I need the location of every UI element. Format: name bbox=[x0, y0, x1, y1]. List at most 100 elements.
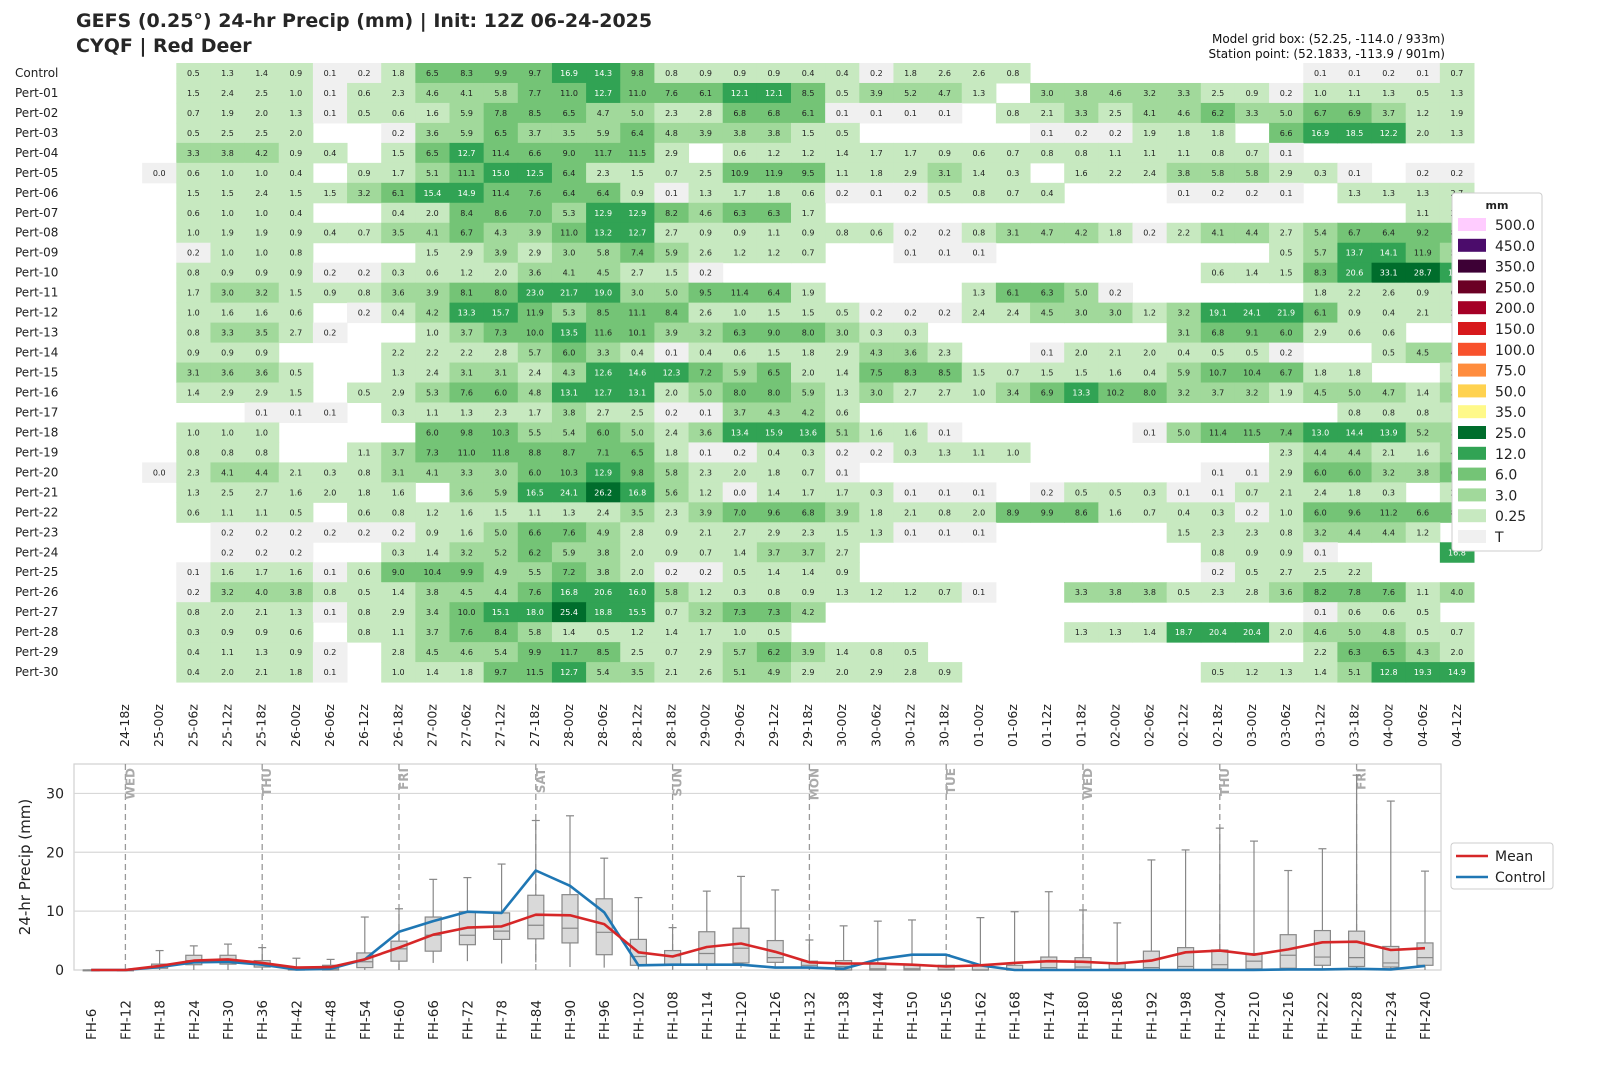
heat-cell bbox=[381, 342, 416, 364]
heat-cell bbox=[893, 662, 929, 683]
heat-cell-value: 6.4 bbox=[563, 169, 576, 178]
heat-cell bbox=[449, 422, 485, 443]
heat-cell bbox=[1405, 522, 1441, 543]
heat-cell bbox=[586, 522, 621, 543]
heat-cell bbox=[449, 342, 485, 364]
heat-cell-value: 3.8 bbox=[1075, 89, 1088, 98]
heat-cell bbox=[1439, 82, 1475, 104]
heat-cell bbox=[415, 382, 450, 403]
heat-cell bbox=[620, 342, 655, 364]
heat-cell bbox=[859, 63, 894, 84]
heat-cell bbox=[312, 142, 348, 164]
heat-cell-value: 5.8 bbox=[665, 468, 678, 477]
time-label: 26-18z bbox=[390, 704, 405, 747]
heat-cell bbox=[756, 162, 792, 184]
heat-cell-value: 3.6 bbox=[392, 289, 405, 298]
heat-cell bbox=[688, 442, 724, 463]
heat-cell bbox=[893, 302, 929, 324]
heat-cell bbox=[688, 482, 724, 503]
heat-cell bbox=[825, 642, 860, 663]
heat-cell bbox=[1098, 122, 1133, 144]
heat-cell-value: 0.9 bbox=[802, 588, 815, 597]
heat-cell bbox=[722, 402, 758, 423]
heat-cell-value: 1.6 bbox=[392, 488, 405, 497]
day-marker-label: WED bbox=[1081, 768, 1095, 799]
heat-cell bbox=[449, 602, 485, 623]
heat-cell-value: 10.3 bbox=[492, 428, 510, 437]
heat-cell bbox=[244, 322, 280, 344]
heat-cell-value: 0.2 bbox=[324, 648, 337, 657]
heat-cell bbox=[654, 142, 690, 164]
heat-cell bbox=[722, 602, 758, 623]
heat-cell-value: 2.5 bbox=[1314, 568, 1327, 577]
heat-cell bbox=[586, 262, 621, 284]
heat-cell-value: 3.9 bbox=[836, 508, 849, 517]
heat-cell bbox=[278, 462, 314, 483]
heat-cell bbox=[688, 262, 724, 284]
heat-cell-value: 16.9 bbox=[1311, 129, 1329, 138]
heat-cell bbox=[1166, 142, 1202, 164]
heat-cell-value: 0.5 bbox=[358, 389, 371, 398]
heat-cell bbox=[483, 302, 519, 324]
heat-cell bbox=[1132, 342, 1168, 364]
heat-cell-value: 6.0 bbox=[1280, 329, 1293, 338]
heat-cell bbox=[1303, 302, 1338, 324]
heat-cell-value: 2.9 bbox=[870, 668, 883, 677]
heat-cell bbox=[927, 182, 963, 204]
heat-cell bbox=[1337, 582, 1373, 603]
row-label: Pert-15 bbox=[15, 366, 58, 380]
heat-cell-value: 6.4 bbox=[768, 289, 781, 298]
heat-cell-value: 4.6 bbox=[699, 209, 712, 218]
heat-cell bbox=[995, 502, 1031, 523]
heat-cell bbox=[961, 182, 997, 204]
heat-cell bbox=[1234, 162, 1270, 184]
heat-cell-value: 9.9 bbox=[494, 69, 507, 78]
heat-cell-value: 33.1 bbox=[1380, 269, 1398, 278]
heat-cell bbox=[620, 602, 655, 623]
heat-cell bbox=[791, 342, 826, 364]
heat-cell-value: 6.1 bbox=[1314, 309, 1327, 318]
heat-cell-value: 1.7 bbox=[870, 149, 883, 158]
heat-cell bbox=[1166, 322, 1202, 344]
heat-cell-value: 0.9 bbox=[289, 269, 302, 278]
row-label: Pert-13 bbox=[15, 326, 58, 340]
legend-label: 35.0 bbox=[1495, 405, 1526, 421]
heat-cell-value: 2.6 bbox=[699, 668, 712, 677]
heat-cell-value: 0.1 bbox=[1314, 69, 1327, 78]
heat-cell bbox=[517, 482, 553, 503]
heat-cell bbox=[551, 242, 587, 264]
heat-cell-value: 0.8 bbox=[1007, 109, 1020, 118]
heat-cell-value: 1.6 bbox=[870, 428, 883, 437]
heat-cell-value: 6.0 bbox=[597, 428, 610, 437]
heat-cell-value: 1.7 bbox=[733, 189, 746, 198]
heat-cell bbox=[278, 142, 314, 164]
heat-cell-value: 15.9 bbox=[765, 428, 783, 437]
heat-cell bbox=[1337, 242, 1373, 264]
heat-cell bbox=[449, 362, 485, 384]
heat-cell bbox=[517, 63, 553, 84]
forecast-hour-label: FH-78 bbox=[495, 1000, 511, 1040]
heat-cell bbox=[756, 302, 792, 324]
heat-cell bbox=[381, 82, 416, 104]
legend-swatch bbox=[1458, 405, 1486, 419]
heat-cell bbox=[1371, 622, 1407, 643]
heat-cell bbox=[1064, 342, 1099, 364]
heat-cell-value: 2.5 bbox=[255, 129, 268, 138]
legend-swatch bbox=[1458, 218, 1486, 231]
heat-cell-value: 1.5 bbox=[802, 129, 815, 138]
row-label: Pert-25 bbox=[15, 565, 58, 579]
heat-cell-value: 1.3 bbox=[1109, 628, 1122, 637]
heat-cell-value: 3.2 bbox=[358, 189, 371, 198]
heat-cell-value: 2.0 bbox=[1143, 349, 1156, 358]
heat-cell-value: 5.8 bbox=[494, 89, 507, 98]
heat-cell-value: 16.8 bbox=[1448, 548, 1466, 557]
heat-cell bbox=[756, 63, 792, 84]
heat-cell bbox=[654, 542, 690, 563]
heat-cell-value: 2.6 bbox=[699, 309, 712, 318]
heat-cell bbox=[244, 242, 280, 264]
heat-cell-value: 1.2 bbox=[460, 269, 473, 278]
heat-cell-value: 2.3 bbox=[665, 109, 678, 118]
heat-cell bbox=[1371, 482, 1407, 503]
heat-cell-value: 5.9 bbox=[597, 129, 610, 138]
forecast-hour-label: FH-54 bbox=[358, 1000, 374, 1040]
